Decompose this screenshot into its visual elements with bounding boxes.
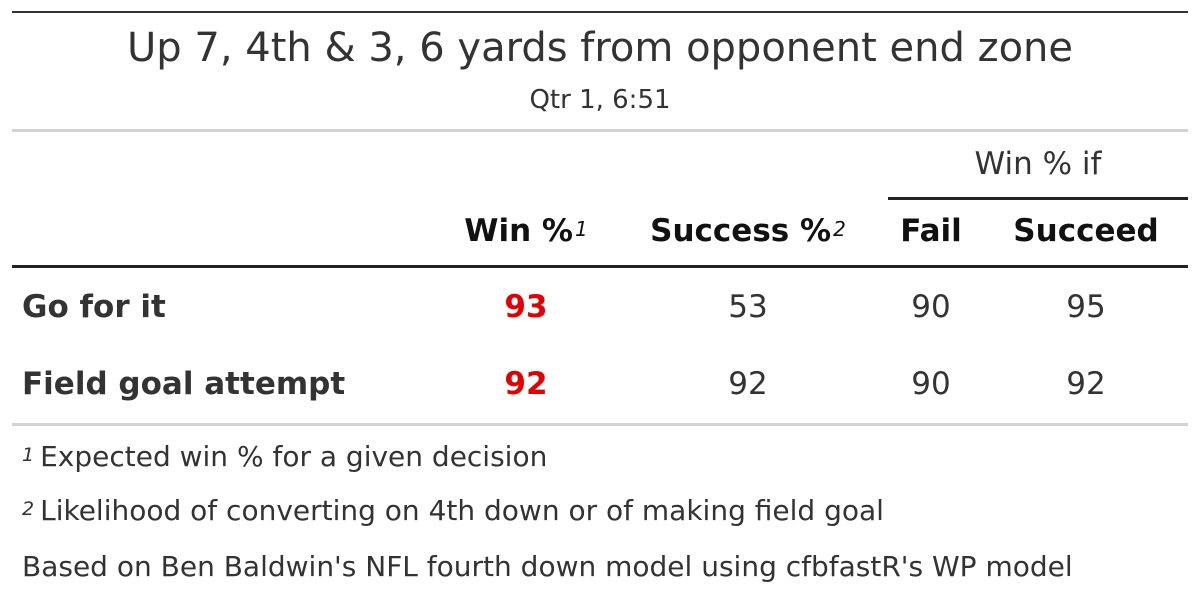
row-label-field-goal: Field goal attempt <box>22 366 346 402</box>
table-subtitle: Qtr 1, 6:51 <box>529 85 671 115</box>
cell-success: 53 <box>728 289 768 325</box>
column-header-win: Win % 1 <box>446 209 606 253</box>
footnote-mark: 1 <box>22 444 35 466</box>
top-border <box>12 11 1188 13</box>
footnote-mark-1: 1 <box>575 217 588 241</box>
column-header-win-label: Win % <box>464 213 573 249</box>
spanner-win-if: Win % if <box>974 146 1102 182</box>
column-header-succeed: Succeed <box>1013 213 1159 249</box>
cell-succeed: 92 <box>1066 366 1106 402</box>
footnote: 2 Likelihood of converting on 4th down or… <box>22 492 884 530</box>
cell-fail: 90 <box>911 366 951 402</box>
cell-succeed: 95 <box>1066 289 1106 325</box>
footnote-mark: 2 <box>22 498 35 520</box>
cell-win: 93 <box>504 289 548 325</box>
body-bottom-divider <box>12 423 1188 426</box>
footnote-mark-2: 2 <box>833 217 846 241</box>
column-header-border <box>12 265 1188 268</box>
footnote: 1 Expected win % for a given decision <box>22 438 547 476</box>
cell-win: 92 <box>504 366 548 402</box>
column-header-fail: Fail <box>900 213 962 249</box>
cell-success: 92 <box>728 366 768 402</box>
cell-fail: 90 <box>911 289 951 325</box>
footnote-text: Expected win % for a given decision <box>40 440 548 473</box>
table-title: Up 7, 4th & 3, 6 yards from opponent end… <box>126 25 1073 71</box>
row-label-go-for-it: Go for it <box>22 289 166 325</box>
spanner-underline <box>888 197 1188 200</box>
footnote-text: Likelihood of converting on 4th down or … <box>40 494 884 527</box>
column-header-success-label: Success % <box>650 213 832 249</box>
column-header-success: Success % 2 <box>628 209 868 253</box>
header-divider <box>12 129 1188 132</box>
source-note: Based on Ben Baldwin's NFL fourth down m… <box>22 550 1073 583</box>
